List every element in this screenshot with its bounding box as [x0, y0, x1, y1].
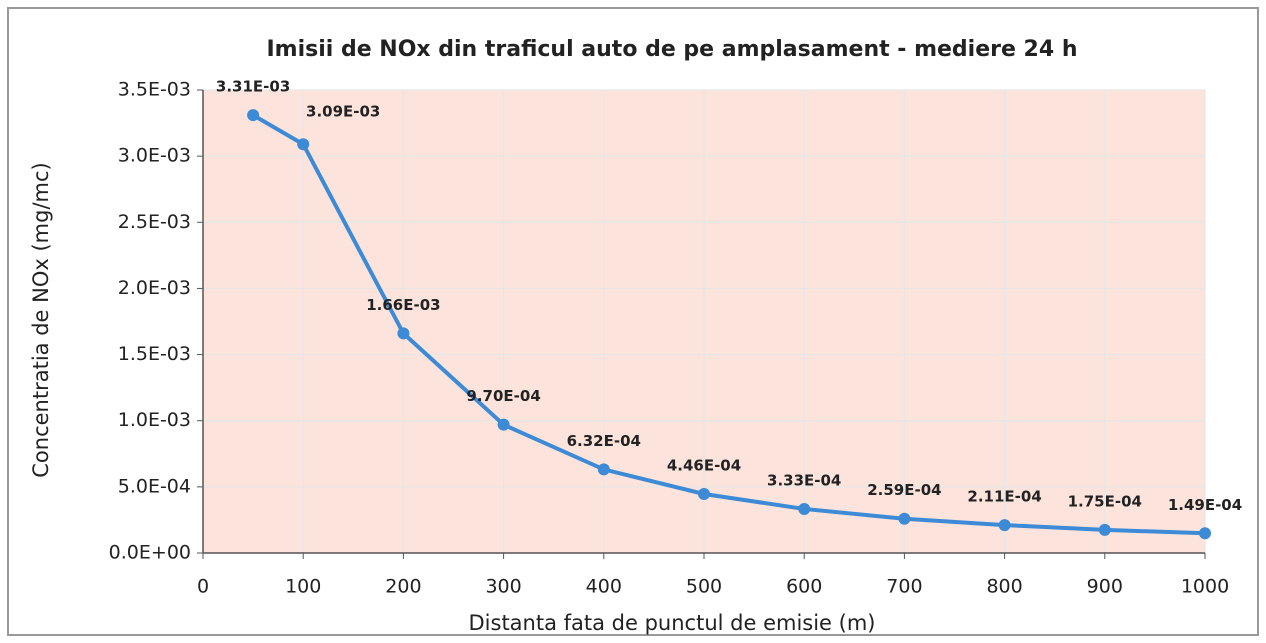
x-tick-label: 100: [285, 576, 321, 598]
data-label: 3.09E-03: [306, 103, 380, 121]
data-label: 3.31E-03: [216, 78, 290, 96]
x-tick-label: 800: [986, 576, 1022, 598]
y-tick-label: 2.0E-03: [118, 277, 191, 299]
data-label: 2.11E-04: [967, 488, 1041, 506]
y-tick-label: 1.5E-03: [118, 343, 191, 365]
data-point: [597, 463, 610, 476]
chart-title: Imisii de NOx din traficul auto de pe am…: [266, 37, 1077, 62]
x-tick-label: 700: [886, 576, 922, 598]
data-point: [698, 488, 710, 501]
data-label: 9.70E-04: [466, 387, 540, 405]
data-point: [497, 418, 510, 431]
x-tick-label: 400: [586, 576, 622, 598]
y-axis-label: Concentratia de NOx (mg/mc): [29, 162, 53, 477]
y-tick-label: 3.5E-03: [118, 79, 191, 101]
data-point: [898, 512, 911, 525]
data-point: [1199, 527, 1211, 540]
x-tick-label: 300: [485, 576, 521, 598]
data-point: [798, 502, 811, 515]
data-point: [247, 109, 260, 122]
x-tick-label: 0: [197, 576, 209, 598]
data-point: [397, 327, 410, 340]
y-tick-label: 3.0E-03: [118, 145, 191, 167]
x-axis-label: Distanta fata de punctul de emisie (m): [469, 611, 876, 635]
data-label: 1.75E-04: [1068, 492, 1142, 510]
y-tick-label: 1.0E-03: [118, 409, 191, 431]
x-tick-label: 200: [385, 576, 421, 598]
data-label: 2.59E-04: [867, 481, 941, 499]
y-tick-label: 0.0E+00: [109, 542, 191, 564]
x-tick-label: 900: [1087, 576, 1123, 598]
x-tick-label: 500: [686, 576, 722, 598]
data-point: [998, 519, 1011, 532]
x-tick-label: 600: [786, 576, 822, 598]
data-point: [1098, 523, 1111, 536]
data-label: 1.66E-03: [366, 296, 440, 314]
data-label: 6.32E-04: [567, 432, 641, 450]
data-label: 3.33E-04: [767, 471, 841, 489]
y-tick-label: 5.0E-04: [118, 475, 191, 497]
x-tick-label: 1000: [1181, 576, 1229, 598]
data-label: 1.49E-04: [1168, 496, 1242, 514]
data-label: 4.46E-04: [667, 457, 741, 475]
y-tick-label: 2.5E-03: [118, 211, 191, 233]
data-point: [297, 138, 310, 151]
